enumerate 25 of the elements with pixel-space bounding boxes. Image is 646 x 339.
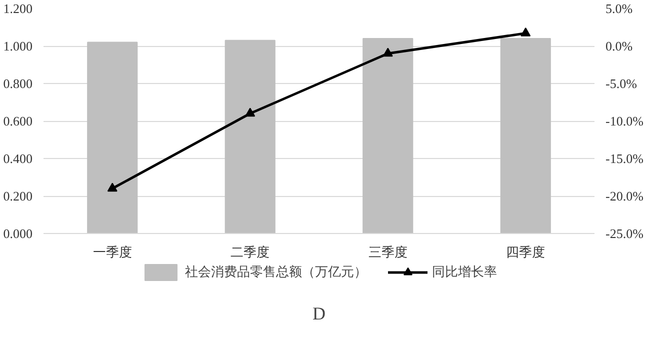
legend-label: 社会消费品零售总额（万亿元） [185,263,367,281]
x-tick-label: 一季度 [92,244,132,260]
y-tick-label: 0.800 [3,76,32,91]
y2-tick-label: -20.0% [606,188,644,204]
point [245,108,256,117]
y2-tick-label: -10.0% [606,114,644,128]
y2-tick-label: -5.0% [606,76,638,91]
point [520,28,531,36]
x-tick-label: 二季度 [230,244,270,260]
y-tick-label: 1.200 [3,1,32,16]
y-tick-label: 0.400 [3,151,32,166]
x-tick-label: 三季度 [368,244,408,260]
y-tick-label: 0.000 [3,226,32,241]
y2-tick-label: -25.0% [606,226,644,241]
legend-label: 同比增长率 [432,263,497,281]
y2-tick-label: 5.0% [606,1,633,16]
point [107,182,118,192]
y-tick-label: 1.000 [3,38,32,54]
y-tick-label: 0.600 [3,114,32,128]
y2-tick-label: -15.0% [606,151,644,166]
y2-tick-label: 0.0% [606,38,633,54]
point [382,48,393,57]
text: D [312,304,326,324]
x-tick-label: 四季度 [506,244,546,260]
y-tick-label: 0.200 [3,188,32,204]
